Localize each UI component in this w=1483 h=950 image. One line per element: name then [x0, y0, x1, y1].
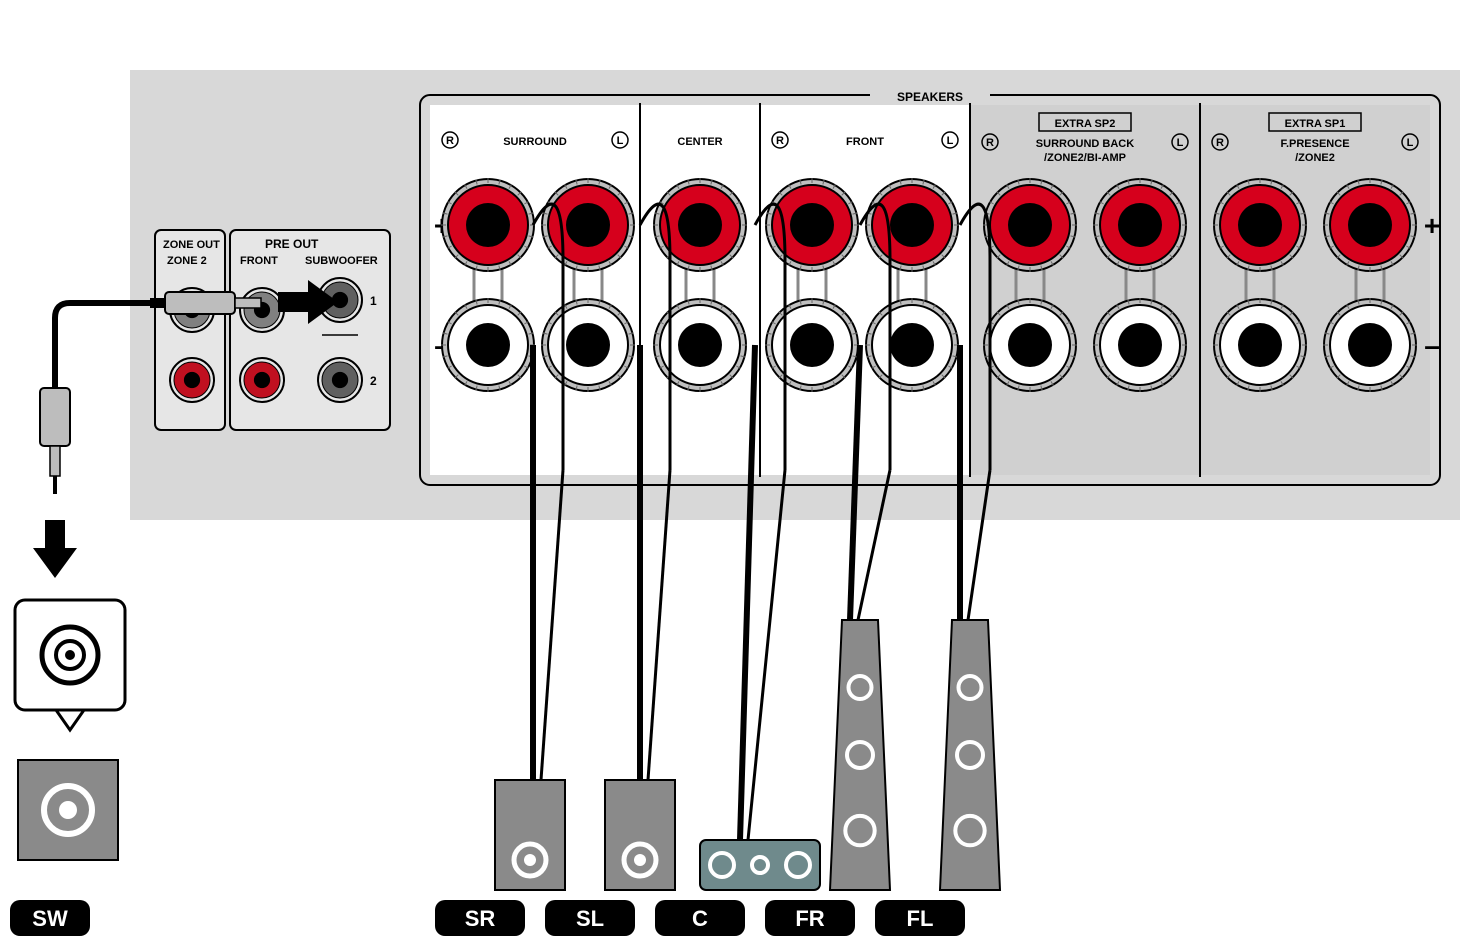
preout-front: FRONT: [240, 255, 278, 267]
badge-text: SW: [32, 906, 68, 931]
minus-right: –: [1424, 330, 1440, 361]
section-header2: /ZONE2/BI-AMP: [1044, 152, 1126, 164]
zoneout-label2: ZONE 2: [167, 255, 207, 267]
badge-text: SL: [576, 906, 604, 931]
extra-sp-box: EXTRA SP1: [1285, 118, 1346, 130]
section-header: CENTER: [677, 136, 722, 148]
svg-text:2: 2: [370, 374, 377, 388]
svg-text:1: 1: [370, 294, 377, 308]
svg-text:R: R: [446, 135, 454, 147]
svg-text:R: R: [776, 135, 784, 147]
section-header: FRONT: [846, 136, 884, 148]
rca-plug-body: [165, 292, 235, 314]
speaker-FR: [830, 620, 890, 890]
badge-text: FR: [795, 906, 824, 931]
badge-text: SR: [465, 906, 496, 931]
badge-text: C: [692, 906, 708, 931]
speaker-C: [700, 840, 820, 890]
preout-title: PRE OUT: [265, 237, 319, 251]
speaker-SR: [495, 780, 565, 890]
section-header2: /ZONE2: [1295, 152, 1335, 164]
svg-text:L: L: [1407, 137, 1414, 149]
speaker-FL: [940, 620, 1000, 890]
svg-text:R: R: [986, 137, 994, 149]
extra-sp-box: EXTRA SP2: [1055, 118, 1116, 130]
rca-plug-vertical: [40, 388, 70, 446]
preout-block: ZONE OUT ZONE 2 PRE OUT FRONT SUBWOOFER 1 2: [155, 230, 390, 430]
section-header: SURROUND BACK: [1036, 138, 1134, 150]
badges: SW SR SL C FR FL: [10, 900, 965, 936]
section-header: SURROUND: [503, 136, 567, 148]
svg-text:L: L: [617, 135, 624, 147]
preout-sub: SUBWOOFER: [305, 255, 378, 267]
speakers-block: SPEAKERS R L SURROUND CENTER R L FRONT EXTRA SP2…: [420, 85, 1440, 485]
speaker-SL: [605, 780, 675, 890]
plus-right: +: [1424, 210, 1440, 241]
svg-text:L: L: [1177, 137, 1184, 149]
speakers-title: SPEAKERS: [897, 90, 963, 104]
svg-text:R: R: [1216, 137, 1224, 149]
zoneout-label: ZONE OUT: [163, 239, 220, 251]
section-header: F.PRESENCE: [1280, 138, 1349, 150]
badge-text: FL: [907, 906, 934, 931]
svg-text:L: L: [947, 135, 954, 147]
